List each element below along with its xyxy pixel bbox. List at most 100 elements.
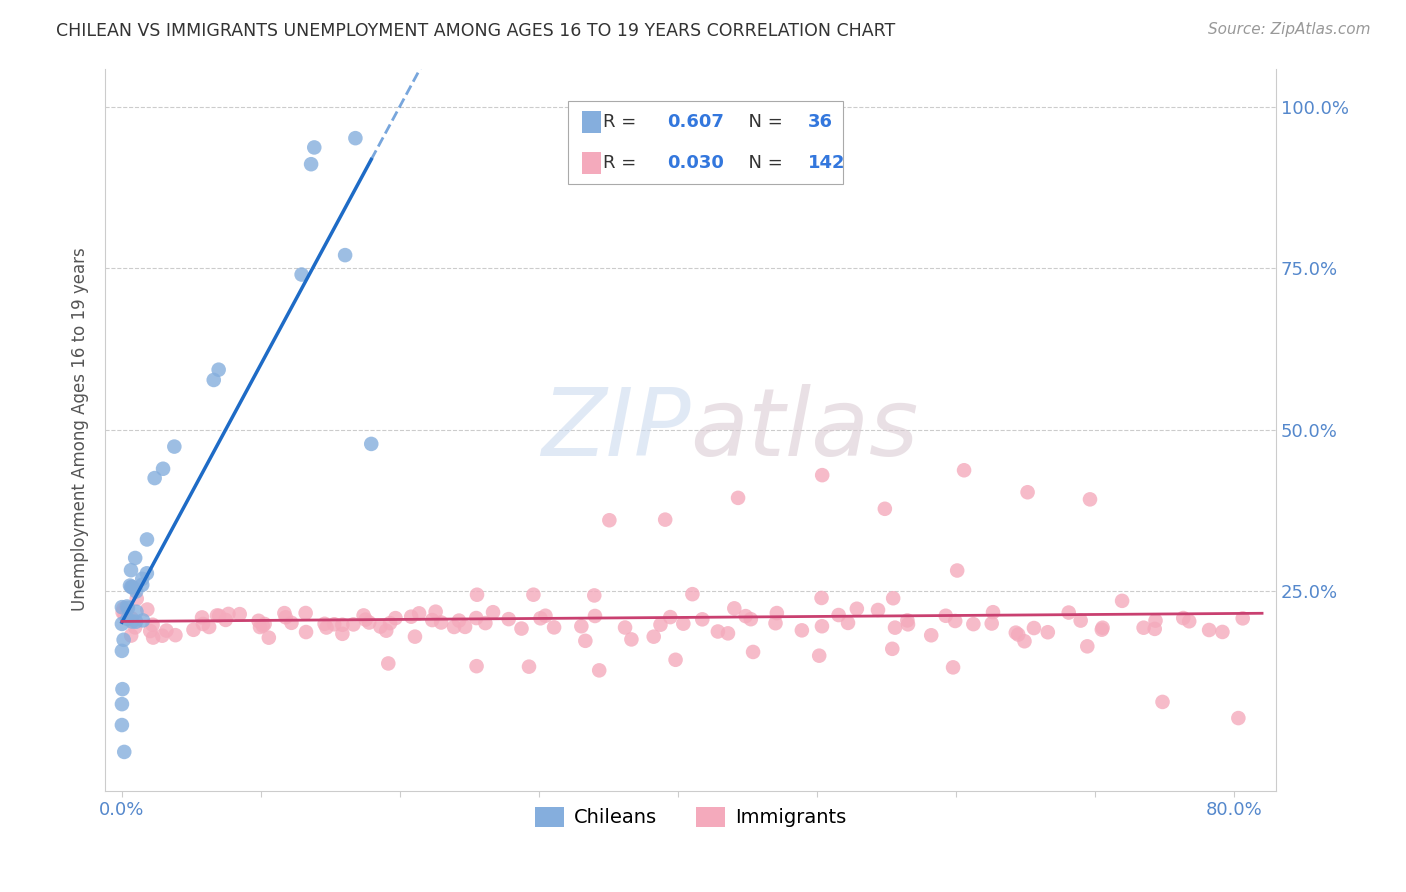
Point	[510, 622, 533, 636]
Point	[370, 619, 392, 633]
Point	[717, 626, 740, 640]
Point	[1078, 492, 1101, 507]
Point	[723, 601, 745, 615]
Point	[136, 602, 159, 616]
Point	[920, 628, 942, 642]
Point	[727, 491, 749, 505]
Point	[1143, 622, 1166, 636]
Point	[643, 630, 665, 644]
Point	[882, 591, 904, 606]
Point	[111, 616, 134, 631]
Point	[142, 617, 165, 632]
Point	[942, 660, 965, 674]
Point	[165, 628, 187, 642]
Point	[681, 587, 703, 601]
Point	[217, 607, 239, 621]
Point	[1144, 614, 1167, 628]
Point	[112, 601, 135, 615]
Point	[202, 373, 225, 387]
Point	[408, 607, 430, 621]
Point	[474, 616, 496, 631]
Point	[1178, 614, 1201, 628]
Point	[142, 631, 165, 645]
Point	[465, 588, 488, 602]
Point	[247, 614, 270, 628]
Point	[304, 140, 326, 154]
Point	[897, 617, 920, 632]
Point	[333, 248, 356, 262]
Text: 0.607: 0.607	[668, 112, 724, 131]
Point	[117, 612, 139, 626]
Point	[672, 616, 695, 631]
Point	[517, 659, 540, 673]
Point	[198, 620, 221, 634]
Point	[273, 606, 295, 620]
Point	[1111, 594, 1133, 608]
Legend: Chileans, Immigrants: Chileans, Immigrants	[527, 799, 853, 835]
Text: N =: N =	[737, 112, 789, 131]
Point	[360, 437, 382, 451]
Point	[228, 607, 250, 621]
Point	[1022, 621, 1045, 635]
Point	[314, 616, 336, 631]
Point	[790, 624, 813, 638]
FancyBboxPatch shape	[568, 101, 842, 184]
Point	[111, 606, 134, 620]
Point	[1173, 611, 1195, 625]
Point	[873, 501, 896, 516]
Point	[112, 632, 135, 647]
Point	[111, 697, 134, 711]
Point	[534, 608, 557, 623]
Point	[150, 629, 173, 643]
Point	[208, 608, 231, 623]
FancyBboxPatch shape	[582, 153, 600, 174]
Point	[111, 682, 134, 697]
Point	[354, 613, 377, 627]
Point	[884, 621, 907, 635]
Point	[543, 620, 565, 634]
Point	[257, 631, 280, 645]
Point	[132, 614, 155, 628]
Text: CHILEAN VS IMMIGRANTS UNEMPLOYMENT AMONG AGES 16 TO 19 YEARS CORRELATION CHART: CHILEAN VS IMMIGRANTS UNEMPLOYMENT AMONG…	[56, 22, 896, 40]
Text: N =: N =	[737, 154, 789, 172]
Point	[294, 606, 316, 620]
Point	[1091, 623, 1114, 637]
Point	[465, 611, 488, 625]
Point	[650, 617, 672, 632]
Point	[191, 610, 214, 624]
Point	[1070, 614, 1092, 628]
Point	[120, 563, 142, 577]
FancyBboxPatch shape	[582, 111, 600, 133]
Point	[332, 617, 354, 632]
Point	[117, 601, 139, 615]
Point	[299, 157, 322, 171]
Point	[253, 617, 276, 632]
Point	[280, 615, 302, 630]
Point	[692, 612, 714, 626]
Point	[1091, 621, 1114, 635]
Point	[315, 621, 337, 635]
Point	[1036, 625, 1059, 640]
Point	[425, 605, 447, 619]
Point	[121, 580, 143, 594]
Point	[111, 644, 134, 658]
Point	[208, 362, 231, 376]
Point	[430, 615, 453, 630]
Point	[740, 612, 762, 626]
Point	[1198, 623, 1220, 637]
Point	[121, 611, 143, 625]
Point	[1211, 624, 1233, 639]
Point	[808, 648, 831, 663]
Point	[664, 653, 686, 667]
Point	[332, 627, 354, 641]
Point	[342, 617, 364, 632]
Point	[121, 580, 143, 594]
Point	[125, 591, 148, 606]
Point	[765, 616, 787, 631]
Point	[163, 440, 186, 454]
Text: 0.030: 0.030	[668, 154, 724, 172]
Point	[252, 618, 274, 632]
Point	[811, 619, 834, 633]
Point	[482, 605, 505, 619]
Point	[139, 624, 162, 638]
